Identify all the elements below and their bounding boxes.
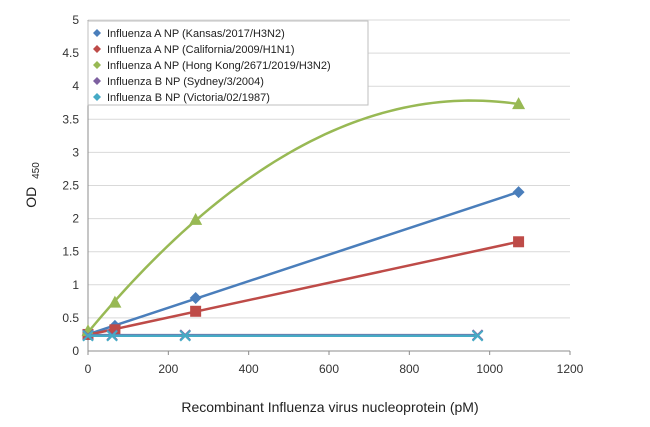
data-point: [109, 324, 121, 336]
data-point: [189, 292, 202, 305]
y-tick-labels: 0 0.5 1 1.5 2 2.5 3 3.5 4 4.5 5: [62, 13, 79, 358]
legend-marker: [93, 29, 101, 37]
y-tick-label: 4: [72, 79, 79, 93]
data-point: [513, 236, 525, 248]
x-tick-labels: 0 200 400 600 800 1000 1200: [85, 362, 584, 376]
legend-box: [87, 20, 369, 106]
data-point: [190, 305, 202, 317]
x-tick-label: 800: [399, 362, 419, 376]
legend-marker: [93, 93, 101, 101]
legend-label: Influenza B NP (Sydney/3/2004): [107, 76, 264, 88]
data-point: [179, 330, 191, 342]
x-tick-label: 0: [85, 362, 92, 376]
y-axis-title-subscript: 450: [31, 162, 42, 179]
data-point: [512, 97, 526, 110]
data-point: [471, 330, 484, 342]
x-tick-label: 400: [239, 362, 259, 376]
data-point: [106, 330, 118, 342]
y-tick-label: 0.5: [62, 311, 79, 325]
x-tick-label: 600: [319, 362, 339, 376]
trendline: [87, 190, 519, 336]
legend-marker: [93, 77, 101, 85]
legend-marker: [93, 61, 101, 69]
y-tick-label: 0: [72, 344, 79, 358]
legend: Influenza A NP (Kansas/2017/H3N2) Influen…: [93, 28, 331, 104]
y-tick-label: 3: [72, 145, 79, 159]
data-point: [82, 330, 94, 342]
legend-label: Influenza A NP (Kansas/2017/H3N2): [107, 28, 285, 40]
x-tick-label: 1200: [557, 362, 584, 376]
data-point: [189, 212, 203, 225]
series-5: [82, 330, 484, 342]
legend-marker: [93, 45, 101, 53]
legend-label: Influenza A NP (Hong Kong/2671/2019/H3N2…: [107, 60, 331, 72]
svg-text:OD 450: OD 450: [23, 162, 42, 208]
data-point: [108, 295, 122, 308]
trendline: [87, 99, 519, 334]
x-axis-title: Recombinant Influenza virus nucleoprotei…: [181, 399, 478, 415]
y-tick-label: 2.5: [62, 179, 79, 193]
y-tick-label: 1: [72, 278, 79, 292]
y-tick-label: 4.5: [62, 46, 79, 60]
x-tick-label: 200: [158, 362, 178, 376]
legend-label: Influenza B NP (Victoria/02/1987): [107, 92, 270, 104]
y-tick-label: 2: [72, 212, 79, 226]
y-axis-title: OD 450: [23, 162, 42, 208]
y-axis-title-main: OD: [23, 187, 39, 208]
trendline: [87, 240, 519, 337]
y-tick-label: 3.5: [62, 112, 79, 126]
y-tick-label: 5: [72, 13, 79, 27]
data-point: [512, 186, 525, 199]
y-tick-label: 1.5: [62, 245, 79, 259]
legend-label: Influenza A NP (California/2009/H1N1): [107, 44, 295, 56]
x-tick-label: 1000: [476, 362, 503, 376]
data-series: [81, 97, 526, 342]
